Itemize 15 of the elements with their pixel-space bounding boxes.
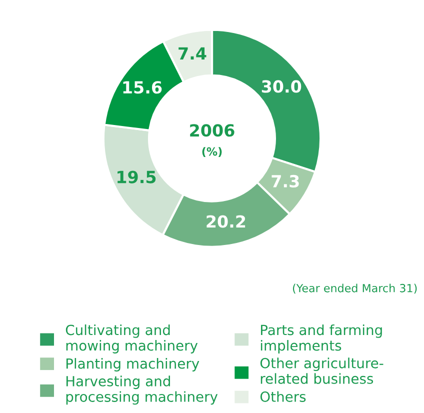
legend-label: Parts and farming implements — [260, 324, 382, 354]
legend-label: Harvesting and processing machinery — [66, 376, 218, 405]
legend-label: Others — [260, 391, 306, 402]
legend-label: Planting machinery — [66, 358, 200, 372]
data-label: 7.4 — [178, 47, 206, 60]
data-label: 20.2 — [206, 215, 246, 228]
text: (%) — [202, 147, 222, 157]
data-label: 19.5 — [118, 170, 156, 184]
data-label: 7.3 — [272, 174, 299, 188]
data-label: 30.0 — [262, 80, 302, 93]
data-label: 15.6 — [123, 81, 162, 94]
text: 2006 — [190, 124, 234, 137]
legend-label: Cultivating and mowing machinery — [66, 324, 198, 354]
text: (Year ended March 31) — [292, 284, 417, 294]
legend-label: Other agriculture-related business — [260, 358, 384, 384]
